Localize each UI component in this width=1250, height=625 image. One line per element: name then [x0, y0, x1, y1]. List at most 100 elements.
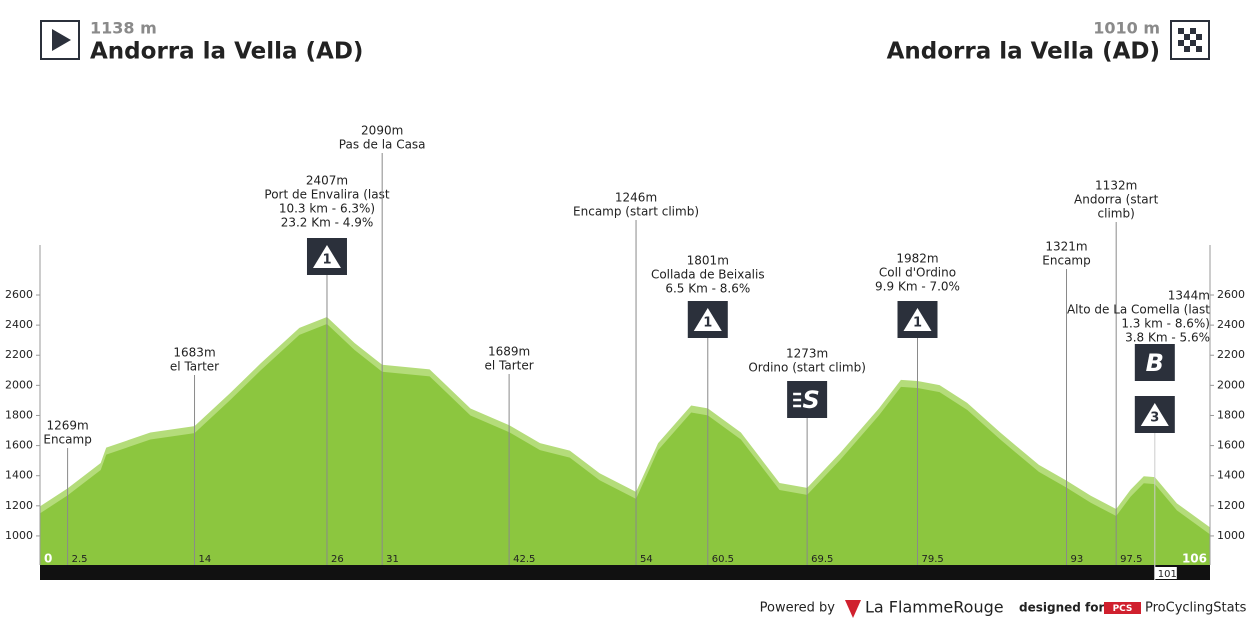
climb-triangle — [903, 308, 932, 331]
annotation-label: Alto de La Comella (last — [1067, 303, 1210, 317]
km-label: 60.5 — [712, 554, 734, 565]
annotation-label: Ordino (start climb) — [748, 361, 866, 375]
annotation-label: Encamp — [43, 433, 91, 447]
y-tick-label: 1000 — [5, 529, 33, 542]
annotation-elevation: 1344m — [1168, 289, 1210, 303]
annotation-label: 3.8 Km - 5.6% — [1125, 331, 1210, 345]
start-elevation: 1138 m — [90, 19, 157, 38]
flag-square — [1196, 46, 1202, 52]
annotation-elevation: 1689m — [488, 345, 530, 359]
annotation-label: 9.9 Km - 7.0% — [875, 280, 960, 294]
y-tick-label: 1800 — [1217, 408, 1245, 421]
km-label: 26 — [331, 554, 344, 565]
icon-text: S — [802, 386, 819, 414]
annotation-elevation: 1321m — [1045, 240, 1087, 254]
icon-text: 1 — [322, 253, 331, 268]
km-label: 2.5 — [72, 554, 88, 565]
annotation-elevation: 1801m — [687, 254, 729, 268]
climb-triangle — [1140, 403, 1169, 426]
annotation-label: Pas de la Casa — [339, 138, 426, 152]
km-label: 79.5 — [922, 554, 944, 565]
annotation-label: Andorra (start — [1074, 193, 1159, 207]
annotation-label: 10.3 km - 6.3%) — [279, 202, 375, 216]
km-label: 0 — [44, 552, 52, 566]
y-tick-label: 1600 — [5, 439, 33, 452]
finish-flag — [1178, 28, 1202, 52]
annotation-label: el Tarter — [485, 359, 534, 373]
annotation-elevation: 2090m — [361, 124, 403, 138]
annotation-elevation: 1683m — [173, 346, 215, 360]
climb-triangle — [693, 308, 722, 331]
y-tick-label: 2000 — [5, 378, 33, 391]
y-tick-label: 2000 — [1217, 378, 1245, 391]
km-label: 93 — [1071, 554, 1084, 565]
annotation-elevation: 1246m — [615, 191, 657, 205]
annotation-elevation: 1273m — [786, 347, 828, 361]
annotation-elevation: 1132m — [1095, 179, 1137, 193]
climb-triangle — [312, 245, 341, 268]
flag-square — [1184, 46, 1190, 52]
annotation-label: 1.3 km - 8.6%) — [1121, 317, 1210, 331]
icon-box — [1134, 344, 1175, 381]
pcs-name: ProCyclingStats — [1145, 601, 1247, 616]
start-icon — [40, 20, 80, 60]
annotation-label: Collada de Beixalis — [651, 268, 765, 282]
flag-square — [1178, 40, 1184, 46]
y-tick-label: 1600 — [1217, 439, 1245, 452]
km-label: 106 — [1182, 552, 1207, 566]
annotation-label: Encamp (start climb) — [573, 205, 699, 219]
y-tick-label: 1800 — [5, 408, 33, 421]
y-tick-label: 2400 — [5, 318, 33, 331]
y-tick-label: 2200 — [5, 348, 33, 361]
km-label: 54 — [640, 554, 653, 565]
pcs-badge-box — [1104, 602, 1141, 614]
km-label: 14 — [199, 554, 212, 565]
icon-text: 3 — [1150, 411, 1159, 426]
km-label: 69.5 — [811, 554, 833, 565]
annotation-label: Coll d'Ordino — [879, 266, 956, 280]
flag-square — [1190, 40, 1196, 46]
y-tick-label: 1000 — [1217, 529, 1245, 542]
km-label: 97.5 — [1120, 554, 1142, 565]
icon-text: 1 — [703, 316, 712, 331]
brand-logo — [845, 600, 861, 618]
annotation-label: Port de Envalira (last — [264, 188, 389, 202]
finish-icon — [1170, 20, 1210, 60]
annotation-elevation: 2407m — [306, 174, 348, 188]
annotation-label: 23.2 Km - 4.9% — [281, 216, 374, 230]
pcs-badge: PCS — [1113, 604, 1133, 614]
flag-square — [1196, 34, 1202, 40]
y-tick-label: 1200 — [5, 499, 33, 512]
bar-tick-label: 101 — [1158, 569, 1177, 580]
designed-for: designed for — [1019, 601, 1104, 615]
y-tick-label: 2200 — [1217, 348, 1245, 361]
icon-text: B — [1146, 349, 1164, 377]
annotation-label: climb) — [1098, 207, 1135, 221]
flag-square — [1190, 28, 1196, 34]
annotation-label: 6.5 Km - 8.6% — [665, 282, 750, 296]
y-tick-label: 1200 — [1217, 499, 1245, 512]
km-label: 31 — [386, 554, 399, 565]
flag-square — [1184, 34, 1190, 40]
annotation-elevation: 1982m — [896, 252, 938, 266]
distance-bar — [40, 565, 1210, 580]
powered-by: Powered by — [760, 601, 836, 616]
brand: La FlammeRouge — [865, 598, 1004, 617]
y-tick-label: 1400 — [1217, 469, 1245, 482]
bar-tick-bg — [1154, 567, 1177, 579]
finish-elevation: 1010 m — [1093, 19, 1160, 38]
start-arrow — [52, 29, 71, 51]
icon-text: 1 — [913, 316, 922, 331]
annotation-label: el Tarter — [170, 360, 219, 374]
km-label: 42.5 — [513, 554, 535, 565]
y-tick-label: 2600 — [1217, 288, 1245, 301]
y-tick-label: 2400 — [1217, 318, 1245, 331]
annotation-label: Encamp — [1042, 254, 1090, 268]
start-name: Andorra la Vella (AD) — [90, 39, 363, 65]
flag-square — [1178, 28, 1184, 34]
y-tick-label: 2600 — [5, 288, 33, 301]
finish-name: Andorra la Vella (AD) — [887, 39, 1160, 65]
annotation-elevation: 1269m — [46, 419, 88, 433]
y-tick-label: 1400 — [5, 469, 33, 482]
